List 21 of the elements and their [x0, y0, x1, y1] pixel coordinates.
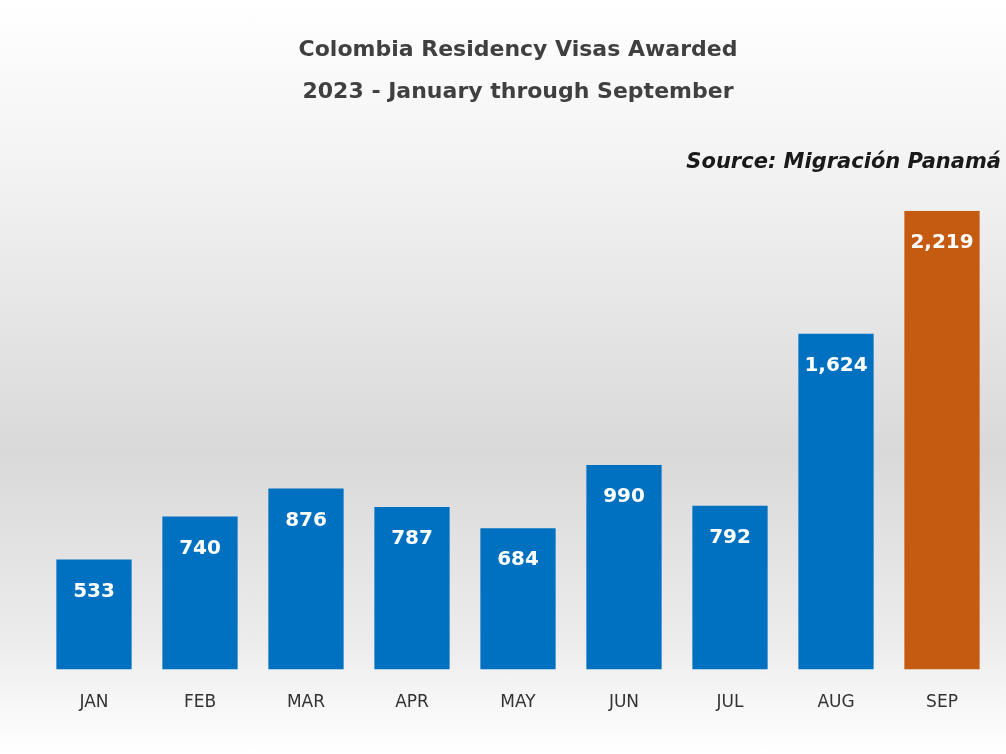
x-tick-label: SEP	[926, 691, 958, 712]
x-tick-label: JUN	[607, 691, 640, 712]
chart-title: Colombia Residency Visas Awarded	[298, 35, 738, 61]
data-label: 1,624	[804, 352, 868, 377]
data-label: 2,219	[910, 229, 974, 253]
data-label: 740	[179, 534, 221, 559]
source-note: Source: Migración Panamá	[686, 149, 1001, 174]
data-label: 684	[497, 546, 539, 571]
x-tick-label: MAY	[500, 691, 537, 712]
data-label: 787	[391, 525, 433, 550]
data-label: 533	[73, 577, 115, 602]
data-label: 876	[285, 506, 327, 531]
x-tick-label: APR	[395, 691, 430, 712]
data-label: 792	[709, 524, 751, 549]
x-tick-label: JAN	[78, 691, 109, 712]
chart-subtitle: 2023 - January through September	[302, 78, 734, 104]
data-label: 990	[603, 483, 645, 508]
x-tick-label: AUG	[817, 691, 855, 712]
x-tick-label: JUL	[715, 691, 744, 712]
x-tick-label: MAR	[286, 691, 326, 712]
x-tick-label: FEB	[183, 691, 217, 712]
